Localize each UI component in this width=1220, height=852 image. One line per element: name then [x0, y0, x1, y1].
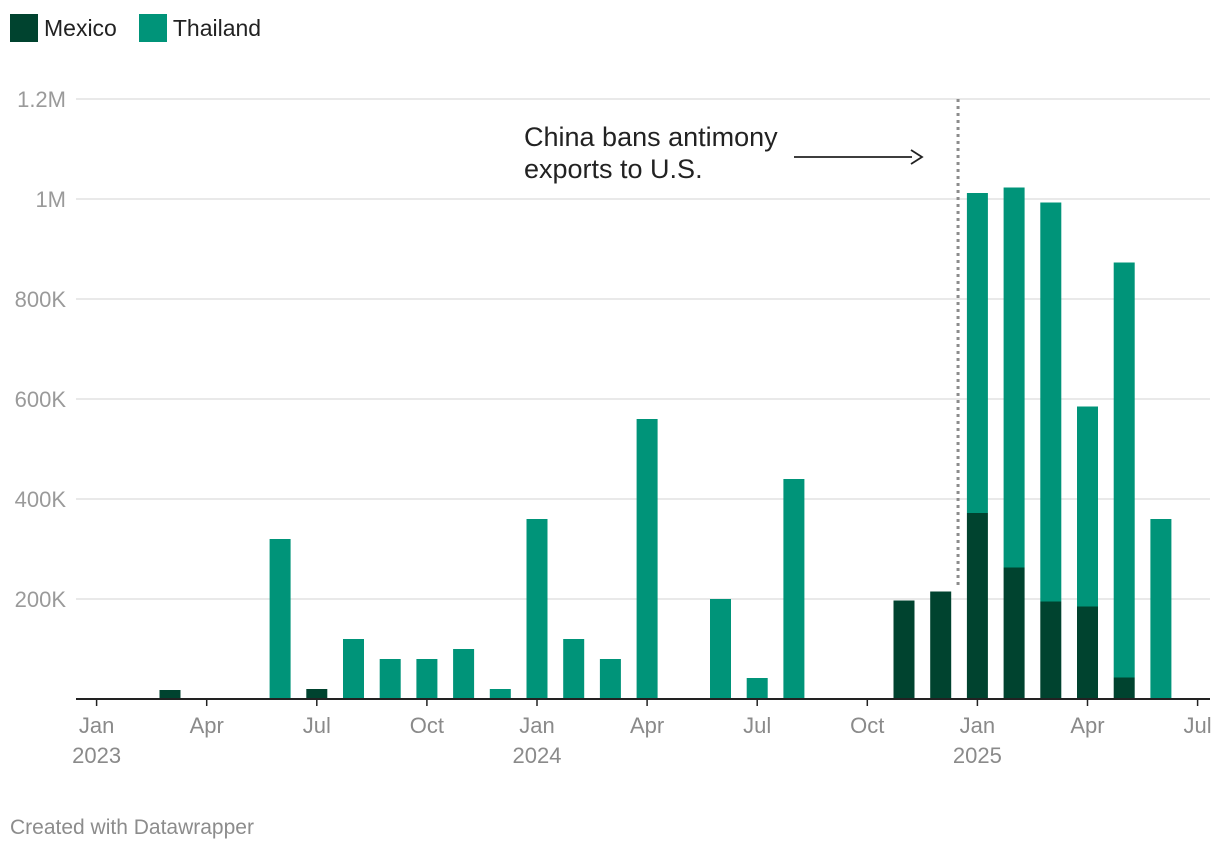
legend-swatch-thailand — [138, 14, 167, 42]
bar-thailand — [1003, 187, 1025, 568]
y-tick-label: 800K — [15, 287, 67, 312]
bar-thailand — [710, 599, 731, 699]
x-tick-year-label: 2024 — [513, 743, 562, 768]
x-tick-label: Apr — [630, 713, 664, 738]
x-tick-label: Jul — [303, 713, 331, 738]
bar-thailand — [746, 678, 768, 699]
footer-credit: Created with Datawrapper — [10, 816, 254, 839]
x-tick-label: Jan — [519, 713, 554, 738]
x-tick-year-label: 2023 — [72, 743, 121, 768]
y-tick-label: 400K — [15, 487, 67, 512]
y-tick-label: 600K — [15, 387, 67, 412]
bar-thailand — [1077, 406, 1098, 607]
x-tick-label: Jul — [1184, 713, 1212, 738]
bar-thailand — [636, 419, 658, 699]
bar-thailand — [1150, 519, 1172, 699]
x-tick-label: Jan — [79, 713, 114, 738]
y-tick-label: 1.2M — [17, 87, 66, 112]
bar-thailand — [489, 689, 511, 699]
legend-item-thailand[interactable]: Thailand — [138, 14, 262, 42]
y-tick-label: 200K — [15, 587, 67, 612]
bar-thailand — [416, 659, 438, 699]
bar-mexico — [1077, 606, 1098, 699]
bar-thailand — [1040, 202, 1062, 602]
bar-thailand — [269, 539, 291, 699]
bar-thailand — [599, 659, 621, 699]
bar-mexico — [893, 600, 915, 699]
bar-thailand — [453, 649, 475, 699]
x-tick-label: Jan — [960, 713, 995, 738]
bar-thailand — [966, 193, 988, 513]
annotation-text-line1: China bans antimony — [524, 122, 778, 152]
annotation-text-line2: exports to U.S. — [524, 154, 703, 184]
legend-label-thailand: Thailand — [172, 14, 262, 41]
bar-thailand — [343, 639, 364, 699]
bar-mexico — [1113, 677, 1135, 699]
bar-mexico — [1040, 601, 1062, 699]
bar-mexico — [966, 513, 988, 699]
bar-mexico — [159, 690, 181, 699]
legend-swatch-mexico — [10, 14, 38, 42]
x-tick-label: Oct — [850, 713, 884, 738]
x-tick-label: Apr — [1070, 713, 1104, 738]
bars — [159, 187, 1172, 699]
bar-thailand — [563, 639, 585, 699]
x-tick-label: Apr — [190, 713, 224, 738]
legend-item-mexico[interactable]: Mexico — [10, 14, 117, 42]
bar-thailand — [783, 479, 805, 699]
legend-label-mexico: Mexico — [44, 14, 117, 41]
bar-thailand — [379, 659, 401, 699]
x-tick-year-label: 2025 — [953, 743, 1002, 768]
y-tick-label: 1M — [35, 187, 66, 212]
bar-mexico — [306, 689, 328, 699]
bar-mexico — [930, 591, 952, 699]
legend: Mexico Thailand — [10, 14, 261, 42]
x-axis: Jan 2023 Apr Jul Oct Jan 2024 Apr Jul Oct Jan 2025 A… — [72, 698, 1212, 768]
bar-thailand — [1113, 262, 1135, 678]
bar-mexico — [1003, 567, 1025, 699]
bar-thailand — [526, 519, 548, 699]
annotation-arrow-head — [910, 149, 924, 165]
x-tick-label: Oct — [410, 713, 444, 738]
x-tick-label: Jul — [743, 713, 771, 738]
